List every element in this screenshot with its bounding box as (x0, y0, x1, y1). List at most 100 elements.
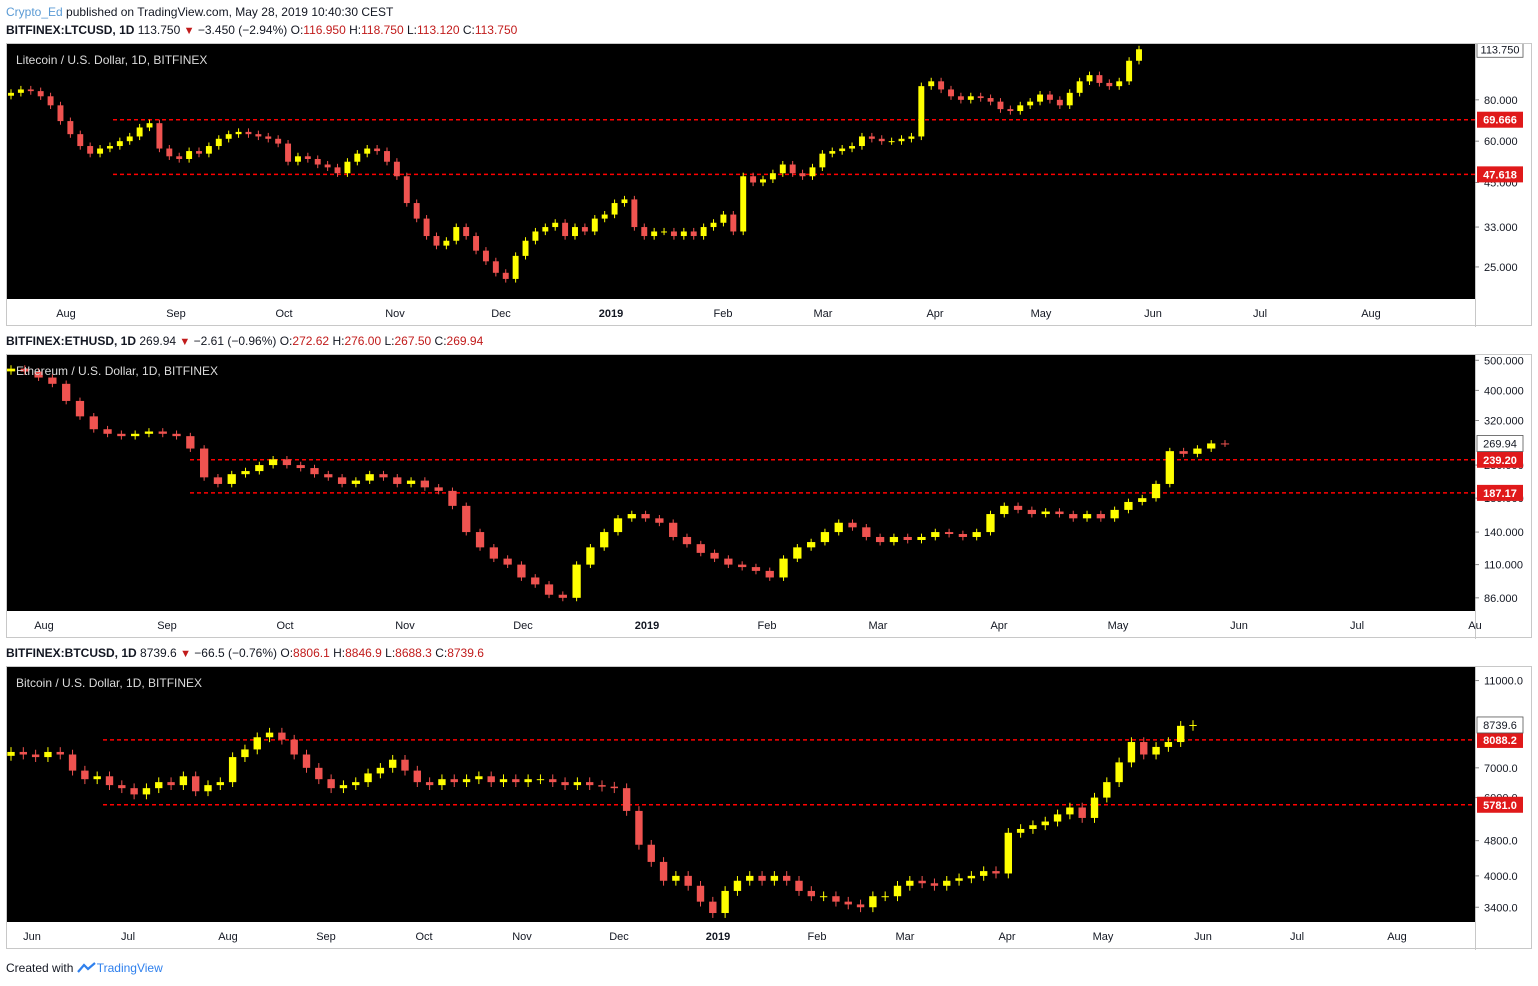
candle-body (304, 156, 311, 159)
candle-body (144, 431, 154, 434)
candle-body (696, 885, 705, 902)
candle-body (393, 161, 400, 177)
candle-body (869, 896, 877, 908)
y-tick-label: 11000.0 (1484, 676, 1523, 688)
legend-low: 113.120 (417, 23, 460, 37)
candle-body (832, 896, 840, 902)
candle-body (532, 231, 539, 241)
candle-body (955, 878, 963, 881)
candle-body (1066, 92, 1073, 106)
tradingview-brand[interactable]: TradingView (96, 961, 163, 975)
candle-body (917, 536, 926, 541)
level-price-label: 239.20 (1483, 455, 1517, 467)
candle-body (1029, 825, 1037, 829)
eth-chart-panel[interactable]: 86.000110.000140.000180.000230.000320.00… (6, 354, 1533, 639)
candle-body (44, 751, 52, 758)
candle-body (558, 594, 567, 598)
candle-body (512, 255, 519, 279)
candle-body (765, 570, 774, 578)
candle-body (1046, 94, 1053, 100)
eth-chart-svg[interactable]: 86.000110.000140.000180.000230.000320.00… (6, 355, 1533, 639)
legend-low-label: L: (406, 23, 417, 37)
candle-body (103, 429, 112, 434)
candle-body (324, 474, 333, 478)
candle-body (1066, 807, 1074, 815)
candle-body (253, 737, 261, 750)
legend-low-label: L: (384, 334, 395, 348)
candle-body (68, 754, 77, 771)
btc-chart-svg[interactable]: 3400.04000.04800.06000.07000.011000.0Jun… (7, 667, 1533, 950)
candle-body (1136, 49, 1142, 61)
candle-body (972, 532, 981, 537)
candle-body (379, 474, 388, 478)
candle-body (598, 785, 606, 787)
candle-body (255, 465, 264, 472)
author-link[interactable]: Crypto_Ed (6, 5, 63, 19)
candle-body (542, 227, 549, 232)
candle-body (1007, 109, 1014, 112)
candle-body (77, 134, 84, 147)
candle-body (611, 203, 618, 215)
plot-area[interactable] (7, 355, 1475, 611)
candle-body (682, 536, 692, 545)
candle-body (549, 779, 557, 783)
x-tick-label: Dec (513, 620, 533, 632)
candle-body (1151, 483, 1161, 499)
x-tick-label: 2019 (635, 620, 659, 632)
btc-chart-panel[interactable]: 3400.04000.04800.06000.07000.011000.0Jun… (6, 666, 1533, 950)
candle-body (738, 564, 747, 568)
candle-body (87, 146, 94, 154)
candle-body (475, 776, 483, 780)
candle-body (621, 199, 628, 204)
candle-body (503, 558, 512, 565)
candle-body (1069, 514, 1078, 519)
x-tick-label: Jul (1350, 620, 1364, 632)
ltc-chart-panel[interactable]: 25.000 33.000 45.000 60.000 80.000 Aug Sep Oct N… (6, 40, 1533, 327)
candle-body (552, 222, 559, 228)
candle-body (93, 776, 101, 780)
legend-low: 267.50 (394, 334, 432, 348)
candle-body (334, 167, 341, 174)
candle-body (903, 536, 912, 541)
plot-area[interactable] (7, 44, 1475, 299)
candle-body (1041, 511, 1050, 515)
footer: Created with TradingView (6, 961, 163, 975)
last-price-tag (1476, 435, 1524, 452)
candle-body (986, 514, 995, 533)
x-tick-label: Jul (1253, 308, 1267, 320)
candle-body (158, 431, 167, 434)
candle-body (106, 146, 113, 149)
candle-body (631, 199, 638, 228)
candle-body (205, 146, 212, 154)
candle-body (1176, 725, 1185, 743)
candle-body (136, 127, 143, 137)
legend-last: 269.94 (139, 334, 177, 348)
plot-area[interactable] (7, 667, 1475, 922)
candle-body (31, 754, 40, 758)
candle-body (1004, 832, 1013, 874)
candle-body (881, 896, 889, 898)
candle-body (918, 880, 926, 884)
candle-body (585, 782, 594, 786)
candle-body (651, 231, 658, 237)
candle-body (1179, 451, 1188, 454)
last-price-tag (1476, 716, 1524, 734)
candle-body (680, 231, 687, 237)
x-tick-label: Jun (23, 931, 41, 943)
candle-body (265, 136, 272, 139)
candle-body (433, 236, 440, 246)
candle-body (610, 786, 619, 789)
candle-body (448, 490, 457, 506)
down-arrow-icon: ▼ (179, 336, 191, 348)
candle-body (1124, 501, 1133, 510)
candle-body (700, 227, 707, 237)
candle-body (977, 96, 984, 99)
x-tick-label: Sep (316, 931, 336, 943)
down-arrow-icon: ▼ (180, 648, 191, 660)
candle-body (862, 527, 871, 537)
candle-body (7, 751, 15, 756)
candle-body (720, 214, 727, 223)
publish-header: Crypto_Ed published on TradingView.com, … (6, 5, 393, 19)
candle-body (531, 577, 540, 585)
